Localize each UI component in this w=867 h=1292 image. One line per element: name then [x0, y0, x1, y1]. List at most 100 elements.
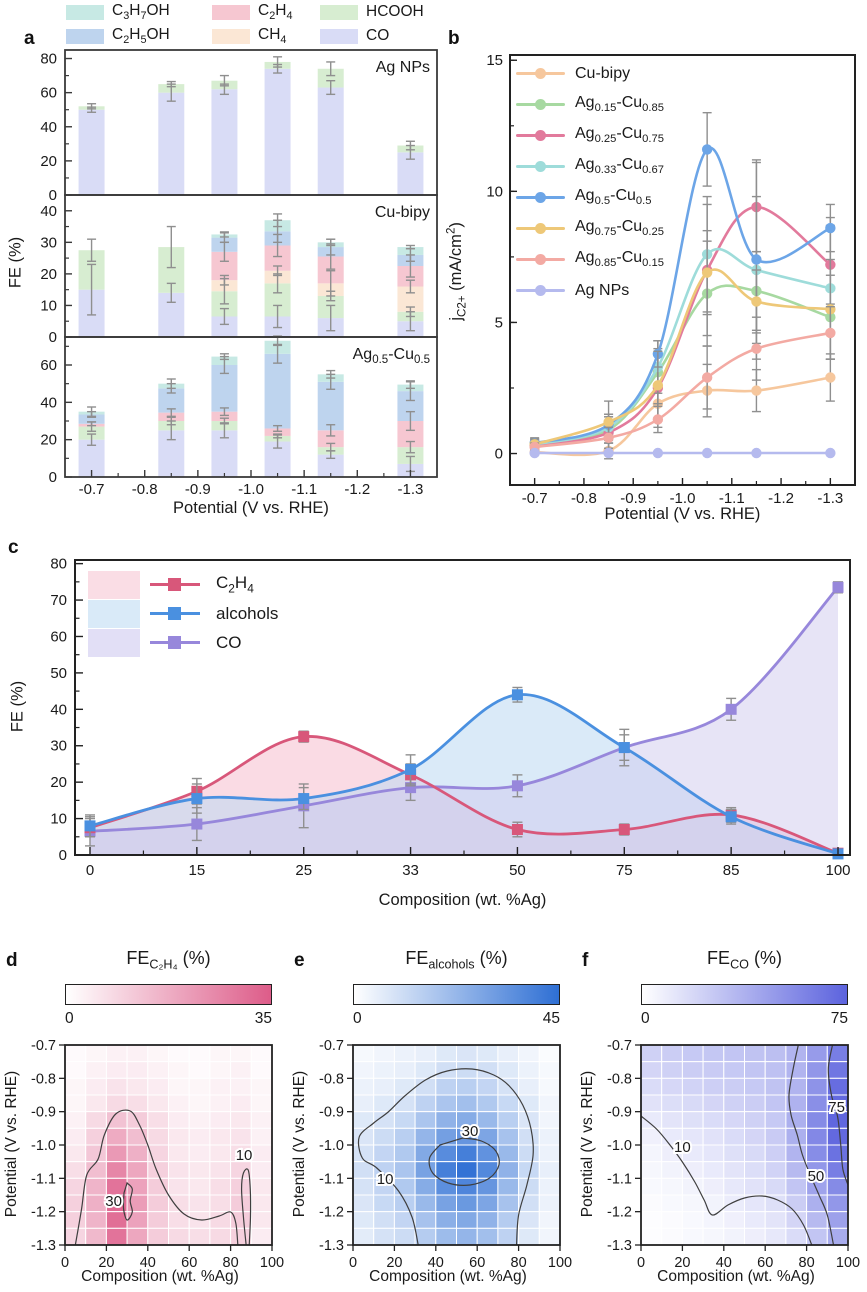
panel-a: a C3H7OH C2H4 HCOOH C2H5OH CH4 CO 0 20 40 60 80 Ag…: [0, 0, 440, 525]
legend-item: CO: [88, 628, 278, 657]
svg-text:-0.7: -0.7: [607, 1038, 632, 1054]
svg-text:-1.1: -1.1: [31, 1171, 56, 1187]
legend-area-swatch: [88, 599, 140, 628]
legend-item: CO: [320, 26, 440, 46]
legend-marker-icon: [168, 635, 181, 649]
panel-a-label: a: [24, 28, 35, 49]
svg-text:10: 10: [236, 1147, 253, 1164]
legend-label: alcohols: [216, 603, 279, 623]
legend-area-swatch: [88, 570, 140, 599]
panel-b: b 0 5 10 15 -0.7 -0.8 -0.9 -1.0 -1.1 -1.2 -1.3 Cu-…: [440, 0, 867, 525]
svg-text:-1.2: -1.2: [319, 1205, 344, 1221]
svg-text:30: 30: [105, 1193, 122, 1210]
legend-swatch: [212, 4, 250, 20]
legend-line-swatch: [516, 129, 565, 141]
svg-text:25: 25: [295, 862, 312, 879]
panel-d-x-axis-label: Composition (wt. %Ag): [81, 1268, 239, 1285]
svg-text:40: 40: [40, 119, 57, 136]
svg-text:-1.3: -1.3: [31, 1238, 56, 1254]
series: [84, 686, 844, 860]
legend-item: Ag0.75-Cu0.25: [516, 213, 664, 244]
legend-line-swatch: [516, 98, 565, 110]
legend-marker-icon: [535, 284, 546, 296]
legend-line-swatch: [150, 635, 200, 649]
svg-text:-1.1: -1.1: [719, 490, 745, 507]
panel-d-y-axis-label: Potential (V vs. RHE): [3, 1070, 20, 1218]
svg-text:-0.9: -0.9: [31, 1105, 56, 1121]
legend-item: Ag NPs: [516, 275, 664, 306]
legend-label: C2H4: [216, 573, 254, 596]
svg-text:10: 10: [40, 297, 57, 314]
svg-text:-0.7: -0.7: [522, 490, 548, 507]
svg-text:Cu-bipy: Cu-bipy: [375, 204, 430, 221]
series: [529, 447, 836, 459]
svg-text:50: 50: [509, 862, 526, 879]
svg-text:-1.0: -1.0: [670, 490, 696, 507]
legend-marker-icon: [535, 253, 546, 265]
svg-text:15: 15: [189, 862, 206, 879]
legend-label: Ag0.75-Cu0.25: [575, 218, 664, 239]
legend-label: HCOOH: [366, 3, 424, 21]
svg-text:100: 100: [836, 1255, 860, 1271]
panel-b-label: b: [448, 28, 460, 49]
panel-e-heatmap: 30 10 -0.7 -0.8 -0.9 -1.0 -1.1 -1.2 -1.3 0 20 40 60 8…: [319, 1038, 572, 1271]
legend-line-swatch: [516, 67, 565, 79]
svg-text:10: 10: [377, 1171, 394, 1188]
panel-e-colorbar-max: 45: [542, 1010, 560, 1027]
legend-label: CO: [216, 632, 242, 652]
panel-a-x-axis-label: Potential (V vs. RHE): [173, 499, 329, 517]
svg-text:-1.1: -1.1: [607, 1171, 632, 1187]
svg-text:75: 75: [616, 862, 633, 879]
svg-text:30: 30: [50, 738, 67, 755]
svg-text:80: 80: [511, 1255, 527, 1271]
legend-label: Ag0.25-Cu0.75: [575, 125, 664, 146]
svg-text:-1.3: -1.3: [607, 1238, 632, 1254]
svg-text:20: 20: [674, 1255, 690, 1271]
legend-item: HCOOH: [320, 2, 440, 22]
svg-text:-1.1: -1.1: [319, 1171, 344, 1187]
panel-a-chart: 0 20 40 60 80 Ag NPs 0 10 20 30 40 Cu-bipy 0 20 40 60 Ag…: [40, 49, 438, 498]
svg-text:-0.7: -0.7: [31, 1038, 56, 1054]
svg-text:100: 100: [825, 862, 850, 879]
svg-text:80: 80: [40, 51, 57, 68]
svg-text:0: 0: [59, 847, 67, 864]
panel-c-x-axis-label: Composition (wt. %Ag): [378, 891, 547, 909]
panel-f-label: f: [582, 950, 589, 971]
svg-text:Ag0.5​-Cu0.5​: Ag0.5​-Cu0.5​: [353, 346, 430, 366]
legend-label: Ag0.5-Cu0.5: [575, 187, 652, 208]
svg-text:75: 75: [828, 1099, 845, 1116]
svg-text:-1.3: -1.3: [817, 490, 843, 507]
svg-text:-1.0: -1.0: [319, 1138, 344, 1154]
panel-b-y-axis-label: jC2+ (mA/cm2): [445, 222, 469, 321]
svg-text:-0.9: -0.9: [607, 1105, 632, 1121]
legend-item: Ag0.33-Cu0.67: [516, 151, 664, 182]
svg-text:20: 20: [40, 432, 57, 449]
legend-line-swatch: [516, 191, 565, 203]
svg-text:-0.7: -0.7: [319, 1038, 344, 1054]
svg-text:-1.2: -1.2: [31, 1205, 56, 1221]
panel-e-title: FEalcohols (%): [405, 948, 508, 972]
svg-text:20: 20: [40, 153, 57, 170]
legend-item: Ag0.15-Cu0.85: [516, 89, 664, 120]
legend-swatch: [320, 4, 358, 20]
panel-f: f FECO (%) 0 75 10 50 75 -0.7 -0.8 -0.9 -1.0 -1…: [576, 940, 867, 1292]
panel-a-legend: C3H7OH C2H4 HCOOH C2H5OH CH4 CO: [66, 2, 440, 46]
svg-text:40: 40: [50, 701, 67, 718]
svg-text:-1.3: -1.3: [397, 481, 423, 498]
legend-area-swatch: [88, 628, 140, 657]
legend-item: alcohols: [88, 599, 278, 628]
panel-d: d FEC₂H₄ (%) 0 35 30 10 -0.7 -0.8 -0.9 -1.0 -1…: [0, 940, 290, 1292]
panel-e-label: e: [294, 950, 305, 971]
svg-text:-1.2: -1.2: [344, 481, 370, 498]
panel-b-chart: 0 5 10 15 -0.7 -0.8 -0.9 -1.0 -1.1 -1.2 -1.3: [486, 52, 856, 507]
panel-a-y-axis-label: FE (%): [6, 236, 25, 289]
svg-text:50: 50: [808, 1168, 825, 1185]
panel-d-heatmap: 30 10 -0.7 -0.8 -0.9 -1.0 -1.1 -1.2 -1.3 0 20 40 60 8…: [31, 1038, 284, 1271]
panel-d-colorbar-max: 35: [254, 1010, 272, 1027]
svg-text:60: 60: [40, 357, 57, 374]
svg-text:20: 20: [50, 774, 67, 791]
svg-text:60: 60: [469, 1255, 485, 1271]
legend-label: Cu-bipy: [575, 64, 631, 82]
svg-text:40: 40: [40, 203, 57, 220]
svg-text:100: 100: [260, 1255, 284, 1271]
